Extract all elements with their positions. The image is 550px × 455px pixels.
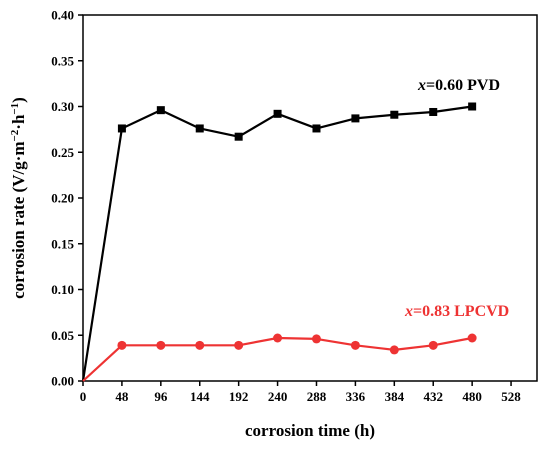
- y-axis-title-mid: ·h: [9, 114, 28, 130]
- x-tick-label: 48: [115, 389, 129, 404]
- data-point-pvd: [429, 107, 438, 116]
- axes-layer: 0 48 96 144 192 240 288 336 384 432 480 528 0.00 0.05…: [51, 8, 538, 404]
- data-point-pvd: [351, 114, 360, 123]
- x-tick-label: 144: [190, 389, 210, 404]
- data-point-lpcvd: [311, 334, 321, 344]
- x-tick-label: 528: [501, 389, 521, 404]
- y-tick-label: 0.40: [51, 8, 74, 23]
- data-point-lpcvd: [234, 340, 244, 350]
- data-point-lpcvd: [117, 340, 127, 350]
- x-tick-label: 192: [229, 389, 249, 404]
- series-label-pvd: x=0.60 PVD: [417, 77, 500, 94]
- y-tick-label: 0.30: [51, 99, 74, 114]
- y-tick-label: 0.20: [51, 191, 74, 206]
- series-label-pvd-rest: =0.60 PVD: [426, 77, 500, 94]
- series-lpcvd: [82, 333, 477, 382]
- data-point-pvd: [312, 124, 321, 133]
- y-tick-label: 0.00: [51, 374, 74, 389]
- series-line-lpcvd: [82, 336, 473, 382]
- y-axis-title-end: ): [9, 97, 28, 103]
- y-axis-title-sup1: −2: [9, 129, 21, 141]
- data-point-lpcvd: [350, 340, 360, 350]
- label-layer: corrosion time (h) corrosion rate (V/g·m…: [9, 77, 509, 440]
- series-label-lpcvd: x=0.83 LPCVD: [404, 303, 509, 320]
- x-tick-label: 336: [346, 389, 366, 404]
- y-axis-title-sup2: −1: [9, 103, 21, 115]
- y-tick-label: 0.35: [51, 53, 74, 68]
- y-axis-title: corrosion rate (V/g·m−2·h−1): [9, 97, 28, 299]
- data-point-pvd: [156, 106, 165, 115]
- y-tick-label: 0.10: [51, 282, 74, 297]
- y-axis-title-main: corrosion rate (V/g·m: [9, 141, 28, 298]
- data-point-pvd: [195, 124, 204, 133]
- x-tick-label: 432: [423, 389, 443, 404]
- series-label-lpcvd-var: x: [404, 303, 413, 320]
- data-point-pvd: [117, 124, 126, 133]
- data-point-lpcvd: [273, 333, 283, 343]
- y-tick-label: 0.25: [51, 145, 74, 160]
- data-point-pvd: [273, 109, 282, 118]
- x-tick-label: 0: [80, 389, 87, 404]
- x-tick-label: 288: [307, 389, 327, 404]
- data-point-lpcvd: [156, 340, 166, 350]
- plot-frame: [82, 14, 538, 382]
- data-point-pvd: [390, 110, 399, 119]
- data-point-pvd: [234, 132, 243, 141]
- series-label-lpcvd-rest: =0.83 LPCVD: [413, 303, 509, 320]
- y-tick-label: 0.05: [51, 328, 74, 343]
- x-tick-label: 240: [268, 389, 288, 404]
- series-label-pvd-var: x: [417, 77, 426, 94]
- data-point-lpcvd: [467, 333, 477, 343]
- y-tick-label: 0.15: [51, 236, 74, 251]
- data-point-pvd: [468, 102, 477, 111]
- data-point-lpcvd: [195, 340, 205, 350]
- x-axis-title: corrosion time (h): [245, 421, 375, 440]
- data-point-lpcvd: [428, 340, 438, 350]
- series-layer: [81, 102, 477, 382]
- series-pvd: [81, 102, 477, 382]
- x-tick-label: 384: [385, 389, 405, 404]
- data-point-lpcvd: [389, 345, 399, 355]
- x-tick-label: 480: [462, 389, 482, 404]
- x-tick-label: 96: [154, 389, 168, 404]
